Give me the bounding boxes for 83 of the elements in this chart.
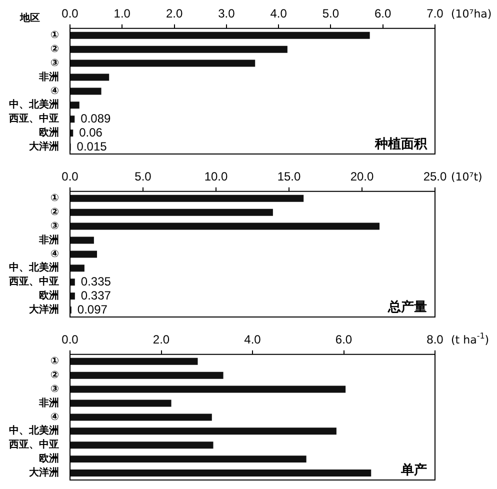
bar (70, 194, 304, 202)
bar (70, 414, 212, 421)
y-tick-label: 大洋洲 (28, 304, 59, 316)
y-tick-label: 欧洲 (39, 126, 59, 139)
bar (70, 208, 273, 216)
bar (70, 292, 75, 300)
bar (70, 264, 84, 272)
x-tick-label: 10.0 (204, 170, 228, 184)
y-tick-label: 中、北美洲 (9, 98, 59, 111)
x-tick-label: 20.0 (350, 170, 374, 184)
y-tick-label: 中、北美洲 (9, 262, 59, 274)
y-tick-label: ④ (50, 248, 59, 260)
y-tick-label: ① (50, 192, 59, 204)
x-tick-label: 25.0 (423, 170, 447, 184)
y-tick-label: ① (50, 30, 59, 41)
x-tick-label: 6.0 (374, 6, 392, 21)
y-axis-title: 地区 (19, 12, 40, 24)
x-tick-label: 7.0 (426, 6, 444, 21)
x-tick-label: 2.0 (152, 332, 170, 347)
y-tick-label: 西亚、中亚 (8, 276, 59, 288)
bar (70, 278, 75, 286)
x-tick-label: 4.0 (270, 6, 288, 21)
x-tick-label: 5.0 (322, 6, 340, 21)
y-tick-label: ④ (50, 412, 59, 423)
bar (70, 236, 94, 244)
bar (70, 470, 372, 477)
y-tick-label: ② (50, 206, 59, 218)
x-tick-label: 2.0 (166, 6, 183, 21)
x-tick-label: 1.0 (114, 6, 131, 21)
x-axis-title: (10⁷ha) (451, 7, 492, 20)
x-tick-label: 15.0 (277, 170, 301, 184)
x-tick-label: 6.0 (335, 332, 352, 347)
x-tick-label: 0.0 (62, 6, 79, 21)
bar (70, 428, 336, 435)
y-tick-label: ③ (50, 58, 59, 69)
y-tick-label: ① (50, 356, 59, 367)
text: 种植面积 (374, 136, 428, 152)
bar (70, 386, 346, 393)
x-tick-label: 0.0 (62, 332, 79, 347)
y-tick-label: ③ (50, 220, 59, 232)
bar (70, 74, 110, 81)
x-tick-label: 3.0 (218, 6, 236, 21)
y-tick-label: 非洲 (38, 234, 59, 246)
bar (70, 250, 98, 258)
data-label: 0.015 (76, 139, 108, 154)
y-tick-label: 欧洲 (39, 452, 59, 465)
x-tick-label: 8.0 (426, 332, 444, 347)
bar (70, 60, 256, 67)
text: 单产 (400, 462, 427, 478)
bar (70, 222, 380, 230)
text: 总产量 (387, 298, 427, 315)
y-tick-label: 非洲 (38, 396, 59, 409)
y-tick-label: 欧洲 (39, 290, 59, 302)
bar (70, 358, 198, 365)
bar (70, 46, 288, 53)
y-tick-label: ② (50, 370, 59, 381)
y-tick-label: 大洋洲 (28, 140, 59, 153)
bar (70, 400, 172, 407)
y-tick-label: ④ (50, 86, 59, 97)
y-tick-label: 非洲 (38, 70, 59, 83)
bar (70, 456, 306, 463)
bar (70, 102, 80, 109)
data-label: 0.335 (80, 274, 112, 288)
bar (70, 130, 74, 137)
x-tick-label: 4.0 (244, 332, 262, 347)
y-tick-label: ③ (50, 384, 59, 395)
bar (70, 372, 224, 379)
y-tick-label: 西亚、中亚 (8, 438, 59, 451)
x-tick-label: 5.0 (134, 170, 152, 184)
x-axis-title: (10⁷t) (451, 170, 482, 184)
bar (70, 88, 102, 95)
y-tick-label: 中、北美洲 (9, 424, 59, 437)
data-label: 0.089 (80, 111, 111, 126)
y-tick-label: 西亚、中亚 (8, 112, 59, 125)
bar (70, 116, 75, 123)
data-label: 0.097 (77, 302, 108, 316)
data-label: 0.06 (79, 125, 103, 140)
y-tick-label: ② (50, 44, 59, 55)
bar (70, 32, 370, 39)
y-tick-label: 大洋洲 (28, 466, 59, 479)
x-tick-label: 0.0 (62, 170, 79, 184)
data-label: 0.337 (80, 288, 112, 302)
bar (70, 442, 214, 449)
